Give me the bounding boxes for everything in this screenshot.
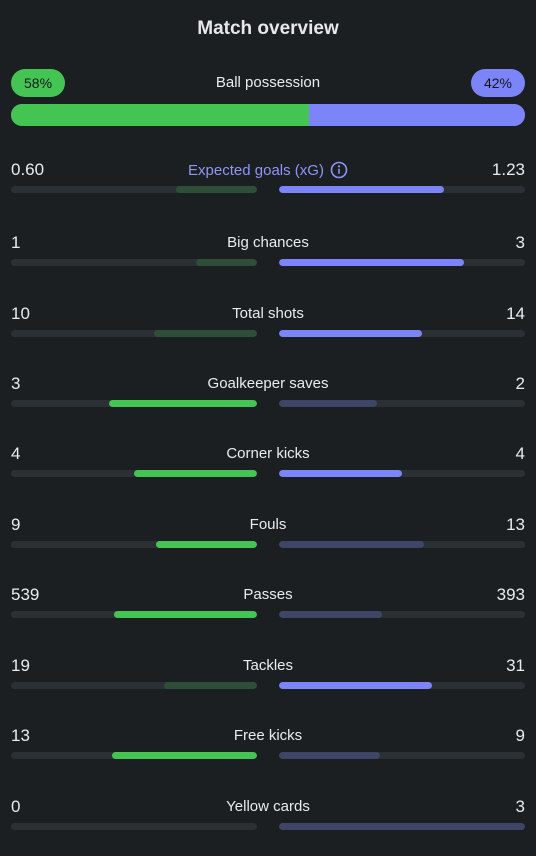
stat-label-text: Goalkeeper saves <box>207 375 329 392</box>
stat-label[interactable]: Expected goals (xG) <box>11 161 525 179</box>
home-value: 4 <box>11 444 21 463</box>
away-value: 13 <box>506 515 525 534</box>
stat-label-text: Corner kicks <box>226 445 310 462</box>
away-stat-bar <box>279 470 525 477</box>
stat-label-text: Total shots <box>232 305 304 322</box>
away-possession-badge: 42% <box>470 69 525 97</box>
stat-label: Passes <box>11 586 525 603</box>
home-value: 0 <box>11 797 21 816</box>
away-value: 3 <box>515 797 525 816</box>
stat-row: 10 Total shots 14 <box>11 304 525 344</box>
stat-label-text: Expected goals (xG) <box>188 162 324 179</box>
away-stat-bar <box>279 330 525 337</box>
home-stat-bar-fill <box>156 541 257 548</box>
home-value: 0.60 <box>11 160 45 179</box>
away-stat-bar-fill <box>279 682 432 689</box>
away-stat-bar <box>279 186 525 193</box>
home-stat-bar <box>11 611 257 618</box>
stat-label: Goalkeeper saves <box>11 375 525 392</box>
away-stat-bar-fill <box>279 330 422 337</box>
stat-label-text: Fouls <box>249 516 287 533</box>
away-stat-bar <box>279 541 525 548</box>
away-value: 2 <box>515 374 525 393</box>
possession-label: Ball possession <box>215 74 321 91</box>
away-stat-bar-fill <box>279 752 380 759</box>
stat-row: 19 Tackles 31 <box>11 656 525 696</box>
stat-row: 1 Big chances 3 <box>11 233 525 273</box>
away-stat-bar <box>279 611 525 618</box>
home-stat-bar-fill <box>163 682 257 689</box>
home-stat-bar <box>11 330 257 337</box>
home-stat-bar <box>11 823 257 830</box>
home-value: 539 <box>11 585 40 604</box>
away-value: 31 <box>506 656 525 675</box>
possession-row: 58% Ball possession 42% <box>11 69 525 97</box>
stat-label-text: Free kicks <box>233 727 303 744</box>
home-stat-bar-fill <box>114 611 257 618</box>
stat-label-text: Big chances <box>227 234 309 251</box>
possession-bar <box>11 104 525 126</box>
stat-row: 0 Yellow cards 3 <box>11 797 525 837</box>
home-stat-bar <box>11 682 257 689</box>
away-value: 14 <box>506 304 525 323</box>
info-icon[interactable] <box>330 161 348 179</box>
home-stat-bar <box>11 259 257 266</box>
stat-row: 4 Corner kicks 4 <box>11 444 525 484</box>
stat-label: Big chances <box>11 234 525 251</box>
home-stat-bar-fill <box>109 400 257 407</box>
away-value: 9 <box>515 726 525 745</box>
stat-label-text: Tackles <box>242 657 294 674</box>
away-stat-bar-fill <box>279 541 425 548</box>
stat-row: 9 Fouls 13 <box>11 515 525 555</box>
away-stat-bar-fill <box>279 400 378 407</box>
home-value: 10 <box>11 304 30 323</box>
home-stat-bar-fill <box>111 752 257 759</box>
away-stat-bar-fill <box>279 186 444 193</box>
away-value: 3 <box>515 233 525 252</box>
stat-label: Free kicks <box>11 727 525 744</box>
home-value: 19 <box>11 656 30 675</box>
away-stat-bar <box>279 682 525 689</box>
away-stat-bar-fill <box>279 611 383 618</box>
away-stat-bar-fill <box>279 470 402 477</box>
home-stat-bar <box>11 541 257 548</box>
home-stat-bar-fill <box>153 330 257 337</box>
away-stat-bar <box>279 823 525 830</box>
home-stat-bar-fill <box>175 186 257 193</box>
stat-row: 3 Goalkeeper saves 2 <box>11 374 525 414</box>
away-stat-bar <box>279 259 525 266</box>
stat-row: 0.60 Expected goals (xG) 1.23 <box>11 160 525 200</box>
stat-label: Fouls <box>11 516 525 533</box>
away-value: 1.23 <box>491 160 525 179</box>
panel-title: Match overview <box>197 18 339 39</box>
away-stat-bar-fill <box>279 823 525 830</box>
home-possession-badge: 58% <box>11 69 66 97</box>
home-value: 13 <box>11 726 30 745</box>
home-stat-bar-fill <box>195 259 257 266</box>
home-value: 9 <box>11 515 21 534</box>
possession-bar-away <box>309 104 525 126</box>
away-value: 393 <box>496 585 525 604</box>
stat-label-text: Yellow cards <box>226 798 310 815</box>
stat-label: Yellow cards <box>11 798 525 815</box>
home-stat-bar <box>11 186 257 193</box>
home-stat-bar <box>11 470 257 477</box>
home-stat-bar-fill <box>134 470 257 477</box>
home-value: 3 <box>11 374 21 393</box>
home-stat-bar <box>11 752 257 759</box>
away-stat-bar <box>279 752 525 759</box>
away-stat-bar <box>279 400 525 407</box>
home-value: 1 <box>11 233 21 252</box>
stat-row: 539 Passes 393 <box>11 585 525 625</box>
away-stat-bar-fill <box>279 259 464 266</box>
home-stat-bar <box>11 400 257 407</box>
possession-bar-home <box>11 104 310 126</box>
stat-label: Tackles <box>11 657 525 674</box>
stat-row: 13 Free kicks 9 <box>11 726 525 766</box>
stat-label-text: Passes <box>243 586 293 603</box>
stat-label: Total shots <box>11 305 525 322</box>
stat-label: Corner kicks <box>11 445 525 462</box>
away-value: 4 <box>515 444 525 463</box>
